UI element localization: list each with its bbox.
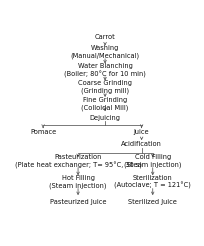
Text: Hot Filling
(Steam injection): Hot Filling (Steam injection) — [49, 175, 106, 189]
Text: Fine Grinding
(Colloidal Mill): Fine Grinding (Colloidal Mill) — [81, 97, 128, 111]
Text: Washing
(Manual/Mechanical): Washing (Manual/Mechanical) — [70, 45, 139, 59]
Text: Cold Filling
(Steam injection): Cold Filling (Steam injection) — [123, 154, 181, 168]
Text: Juice: Juice — [133, 129, 149, 135]
Text: Pasteurization
(Plate heat exchanger; T= 95°C, 30 s): Pasteurization (Plate heat exchanger; T=… — [14, 154, 141, 169]
Text: Acidification: Acidification — [121, 141, 161, 147]
Text: Coarse Grinding
(Grinding mill): Coarse Grinding (Grinding mill) — [78, 80, 131, 94]
Text: Sterilized Juice: Sterilized Juice — [128, 199, 176, 205]
Text: Sterilization
(Autoclave; T = 121°C): Sterilization (Autoclave; T = 121°C) — [114, 174, 190, 189]
Text: Dejuicing: Dejuicing — [89, 115, 120, 121]
Text: Pasteurized Juice: Pasteurized Juice — [50, 199, 106, 205]
Text: Pomace: Pomace — [30, 129, 56, 135]
Text: Carrot: Carrot — [94, 34, 115, 40]
Text: Water Blanching
(Boiler; 80°C for 10 min): Water Blanching (Boiler; 80°C for 10 min… — [64, 63, 145, 78]
